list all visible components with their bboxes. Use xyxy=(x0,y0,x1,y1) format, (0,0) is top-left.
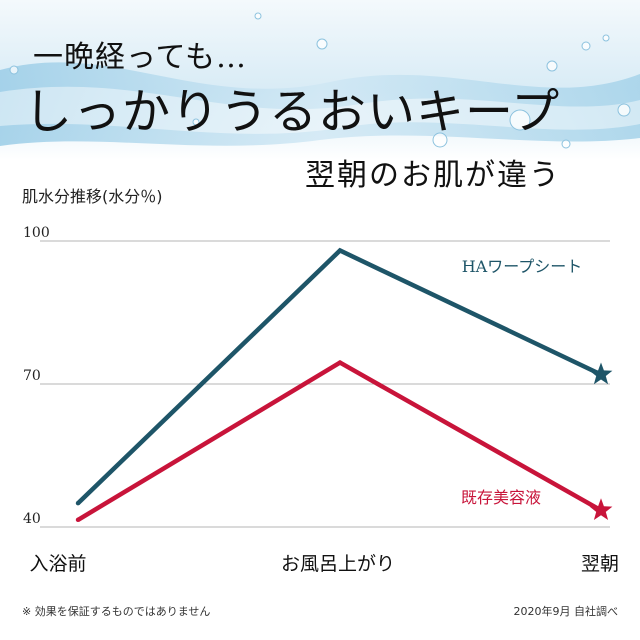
series-label: HAワープシート xyxy=(462,257,583,276)
y-tick-label: 70 xyxy=(23,368,41,384)
x-category-label: お風呂上がり xyxy=(281,553,395,575)
headline-line-1: 一晩経っても… xyxy=(33,40,247,75)
source-note: 2020年9月 自社調べ xyxy=(513,605,619,618)
water-droplets xyxy=(9,12,631,149)
x-category-label: 翌朝 xyxy=(581,553,619,575)
data-point xyxy=(337,248,343,253)
headline-line-3: 翌朝のお肌が違う xyxy=(305,158,561,193)
y-axis-label: 肌水分推移(水分％) xyxy=(22,187,163,206)
disclaimer-note: ※ 効果を保証するものではありません xyxy=(22,605,211,618)
data-point xyxy=(337,360,343,365)
y-tick-label: 100 xyxy=(23,225,50,241)
data-point xyxy=(75,517,81,523)
headline-line-2: しっかりうるおいキープ xyxy=(24,84,561,140)
series-end-star xyxy=(589,498,613,520)
y-tick-label: 40 xyxy=(23,511,41,527)
series-label: 既存美容液 xyxy=(461,488,541,507)
data-point xyxy=(75,500,81,506)
water-banner xyxy=(0,0,640,160)
series-end-star xyxy=(589,362,613,385)
x-category-label: 入浴前 xyxy=(29,553,86,575)
